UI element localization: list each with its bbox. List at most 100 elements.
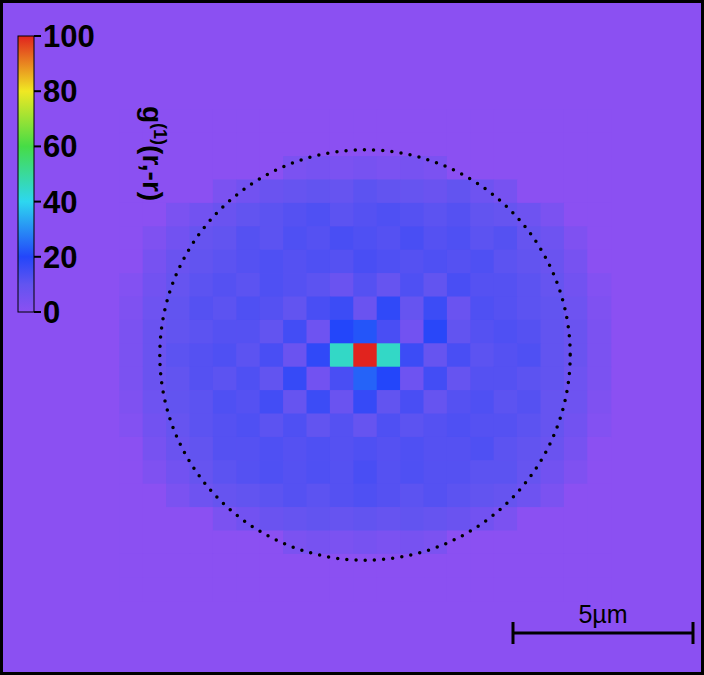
heatmap-cell xyxy=(517,367,541,391)
heatmap-cell xyxy=(166,203,190,227)
heatmap-cell xyxy=(307,414,331,438)
heatmap-cell xyxy=(236,156,260,180)
heatmap-cell xyxy=(587,109,611,133)
heatmap-cell xyxy=(494,133,518,157)
heatmap-cell xyxy=(283,554,307,578)
heatmap-cell xyxy=(564,484,588,508)
heatmap-cell xyxy=(283,320,307,344)
heatmap-cell xyxy=(517,343,541,367)
heatmap-cell xyxy=(517,460,541,484)
heatmap-cell xyxy=(400,554,424,578)
heatmap-cell xyxy=(470,577,494,601)
heatmap-cell xyxy=(494,250,518,274)
heatmap-cell xyxy=(260,156,284,180)
heatmap-cell xyxy=(330,367,354,391)
heatmap-cell xyxy=(119,484,143,508)
heatmap-cell xyxy=(307,390,331,414)
heatmap-cell xyxy=(330,343,354,367)
heatmap-cell xyxy=(424,507,448,531)
heatmap-cell xyxy=(587,484,611,508)
heatmap-cell xyxy=(494,156,518,180)
heatmap-cell xyxy=(517,297,541,321)
heatmap-cell xyxy=(470,507,494,531)
heatmap-cell xyxy=(236,343,260,367)
heatmap-cell xyxy=(166,180,190,204)
heatmap-cell xyxy=(260,577,284,601)
heatmap-cell xyxy=(330,437,354,461)
heatmap-cell xyxy=(260,531,284,555)
heatmap-cell xyxy=(213,577,237,601)
heatmap-cell xyxy=(517,437,541,461)
figure: 020406080100g(1)(r,-r)5µm xyxy=(0,0,704,675)
heatmap-cell xyxy=(307,273,331,297)
colorbar-tick xyxy=(34,311,41,313)
heatmap-cell xyxy=(353,507,377,531)
heatmap-cell xyxy=(517,320,541,344)
heatmap-cell xyxy=(541,156,565,180)
heatmap-cell xyxy=(377,156,401,180)
heatmap-cell xyxy=(587,554,611,578)
heatmap-cell xyxy=(307,507,331,531)
heatmap-cell xyxy=(143,297,167,321)
heatmap-cell xyxy=(447,577,471,601)
heatmap-cell xyxy=(353,437,377,461)
heatmap-cell xyxy=(307,367,331,391)
heatmap-cell xyxy=(494,554,518,578)
heatmap-cell xyxy=(587,180,611,204)
heatmap-cell xyxy=(307,343,331,367)
heatmap-cell xyxy=(190,531,214,555)
heatmap-cell xyxy=(307,156,331,180)
heatmap-cell xyxy=(307,531,331,555)
heatmap-cell xyxy=(166,437,190,461)
colorbar-label: g(1)(r,-r) xyxy=(137,106,170,201)
heatmap-cell xyxy=(517,414,541,438)
heatmap-cell xyxy=(353,250,377,274)
heatmap-cell xyxy=(283,273,307,297)
heatmap-cell xyxy=(564,390,588,414)
heatmap-cell xyxy=(119,203,143,227)
heatmap-cell xyxy=(119,297,143,321)
heatmap-cell xyxy=(283,507,307,531)
heatmap-cell xyxy=(564,226,588,250)
heatmap-cell xyxy=(587,531,611,555)
heatmap-cell xyxy=(166,460,190,484)
heatmap-cell xyxy=(307,577,331,601)
heatmap-cell xyxy=(377,577,401,601)
heatmap-cell xyxy=(377,460,401,484)
heatmap-cell xyxy=(587,460,611,484)
colorbar-tick-label: 100 xyxy=(43,19,95,54)
heatmap-cell xyxy=(494,343,518,367)
heatmap-cell xyxy=(541,484,565,508)
heatmap-cell xyxy=(470,484,494,508)
heatmap-cell xyxy=(541,250,565,274)
heatmap-cell xyxy=(190,343,214,367)
heatmap-cell xyxy=(236,531,260,555)
heatmap-cell xyxy=(330,390,354,414)
heatmap-cell xyxy=(377,554,401,578)
heatmap-cell xyxy=(143,320,167,344)
heatmap-cell xyxy=(330,484,354,508)
heatmap-cell xyxy=(470,390,494,414)
heatmap-cell xyxy=(143,343,167,367)
heatmap-cell xyxy=(307,180,331,204)
heatmap-cell xyxy=(400,531,424,555)
heatmap-cell xyxy=(470,180,494,204)
heatmap-cell xyxy=(587,156,611,180)
heatmap-cell xyxy=(424,226,448,250)
heatmap-cell xyxy=(283,250,307,274)
heatmap-cell xyxy=(470,437,494,461)
heatmap-cell xyxy=(424,133,448,157)
label-base: g xyxy=(137,106,168,123)
heatmap-cell xyxy=(494,297,518,321)
heatmap-cell xyxy=(424,554,448,578)
heatmap-cell xyxy=(260,109,284,133)
scale-bar-label: 5µm xyxy=(578,600,627,628)
colorbar-tick-label: 20 xyxy=(43,240,77,275)
heatmap-cell xyxy=(353,273,377,297)
heatmap-cell xyxy=(119,273,143,297)
heatmap-cell xyxy=(353,390,377,414)
heatmap-cell xyxy=(447,133,471,157)
heatmap-cell xyxy=(166,297,190,321)
heatmap-cell xyxy=(494,437,518,461)
heatmap-cell xyxy=(190,273,214,297)
